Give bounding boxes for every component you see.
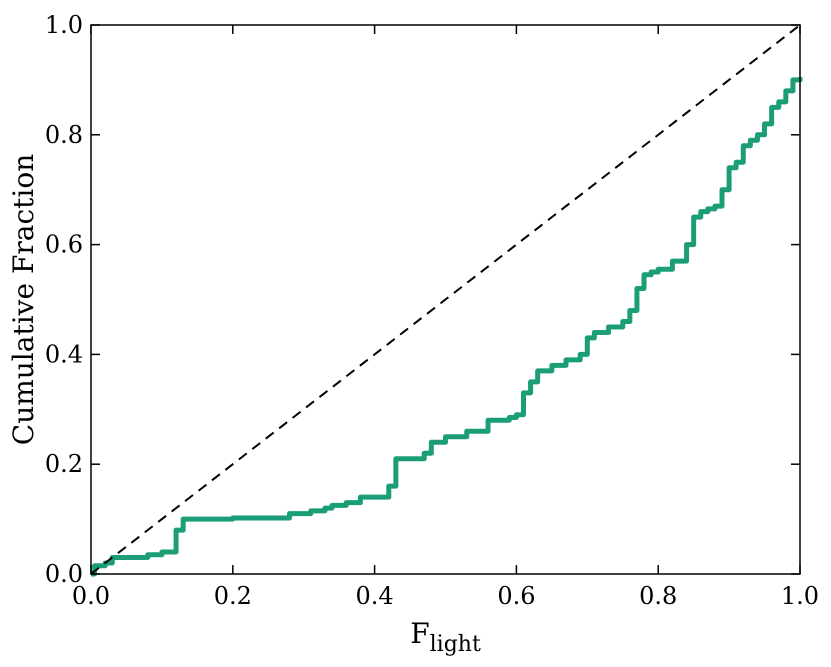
x-tick-label: 0.2 [214,582,252,610]
y-tick-label: 0.6 [45,231,83,259]
x-axis-title-main: F [410,617,429,650]
plot-frame [90,24,801,575]
y-tick-label: 0.4 [45,340,83,368]
series-line-cumulative [91,77,803,577]
x-tick-label: 0.0 [72,582,110,610]
series-layer [90,24,803,577]
x-axis-title-sub: light [430,632,481,657]
tick-labels-layer: 0.0 0.2 0.4 0.6 0.8 1.0 0.0 0.2 0.4 0.6 0.8 1.0 [45,11,819,610]
reference-line-diagonal [90,24,801,575]
x-axis-title: Flight [410,617,481,657]
x-tick-label: 1.0 [781,582,819,610]
y-tick-label: 1.0 [45,11,83,39]
ticks-layer [90,24,801,575]
y-tick-label: 0.0 [45,560,83,588]
x-tick-label: 0.6 [497,582,535,610]
y-tick-label: 0.8 [45,121,83,149]
x-tick-label: 0.8 [639,582,677,610]
y-tick-label: 0.2 [45,450,83,478]
y-axis-title: Cumulative Fraction [7,154,40,445]
x-tick-label: 0.4 [356,582,394,610]
